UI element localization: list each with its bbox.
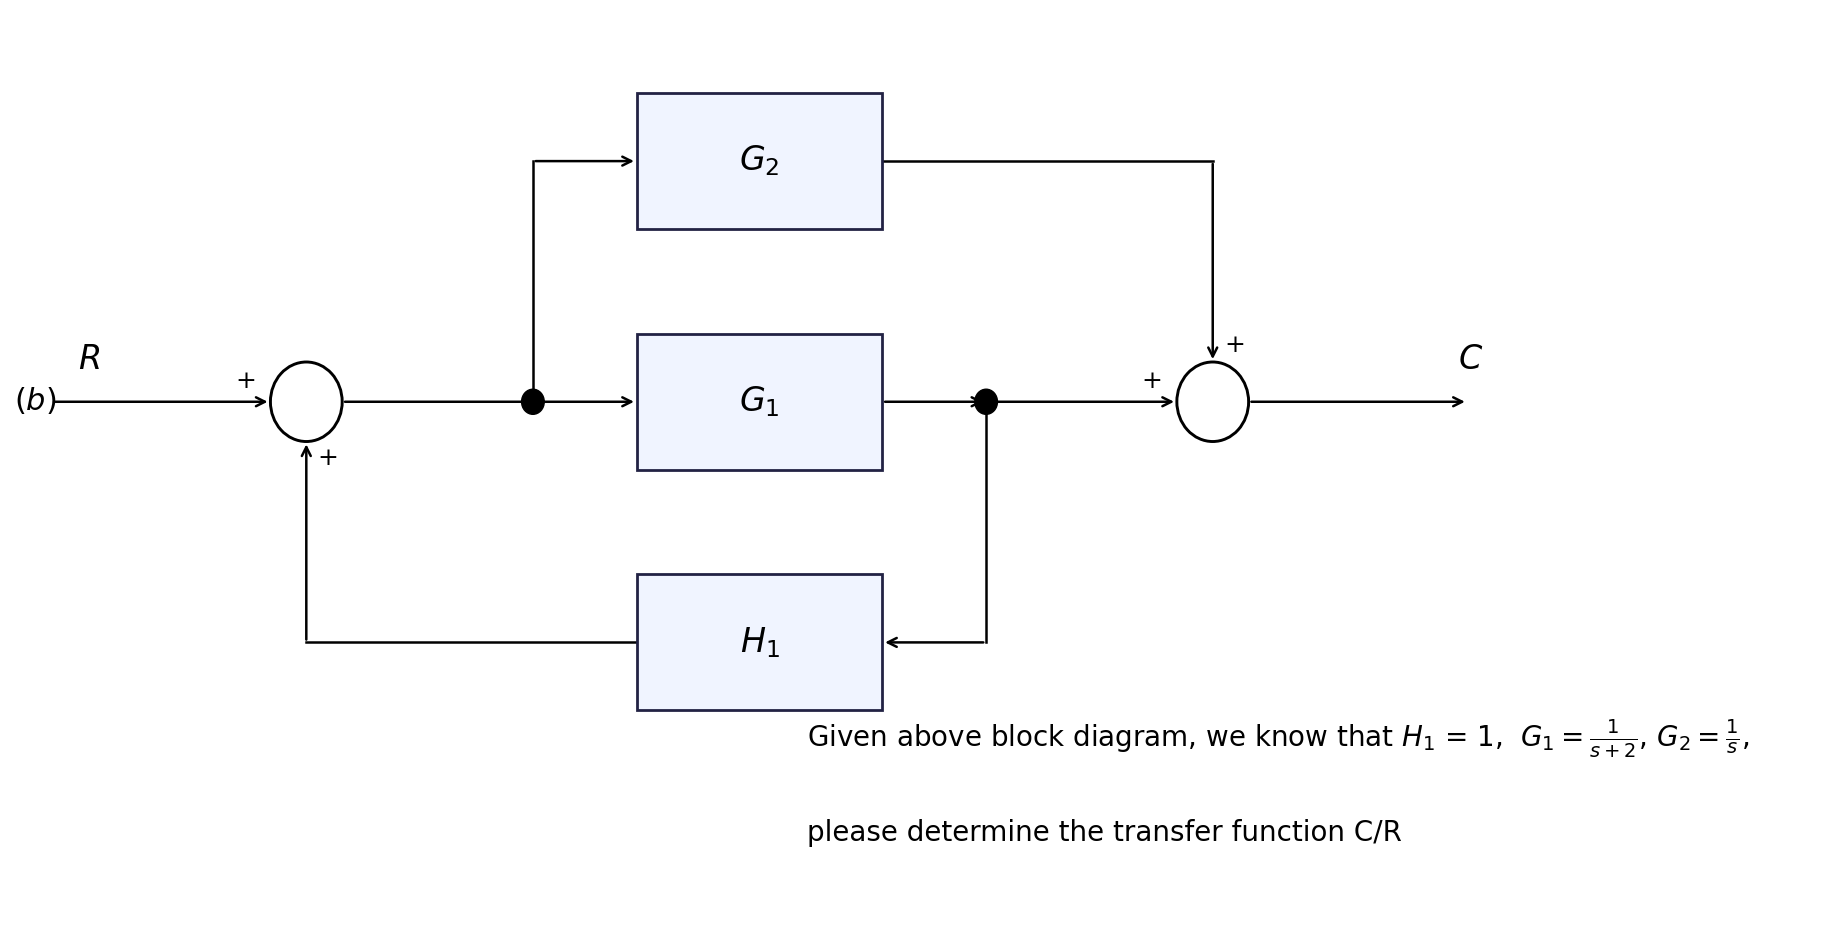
Text: +: +	[1142, 370, 1162, 393]
Text: $R$: $R$	[77, 343, 99, 375]
Text: $H_1$: $H_1$	[740, 625, 779, 659]
Text: +: +	[236, 370, 256, 393]
Text: +: +	[317, 446, 339, 469]
Text: $(b)$: $(b)$	[13, 387, 55, 417]
FancyBboxPatch shape	[637, 575, 882, 711]
Text: $G_2$: $G_2$	[739, 143, 779, 179]
FancyBboxPatch shape	[637, 93, 882, 229]
Text: Given above block diagram, we know that $H_1$ = 1,  $G_1 = \frac{1}{s+2}$, $G_2 : Given above block diagram, we know that …	[807, 717, 1750, 760]
Circle shape	[521, 390, 543, 414]
Text: please determine the transfer function C/R: please determine the transfer function C…	[807, 819, 1402, 846]
Text: $G_1$: $G_1$	[739, 385, 779, 419]
FancyBboxPatch shape	[637, 333, 882, 469]
Circle shape	[974, 390, 998, 414]
Text: +: +	[1225, 333, 1245, 357]
Text: $C$: $C$	[1459, 343, 1483, 375]
